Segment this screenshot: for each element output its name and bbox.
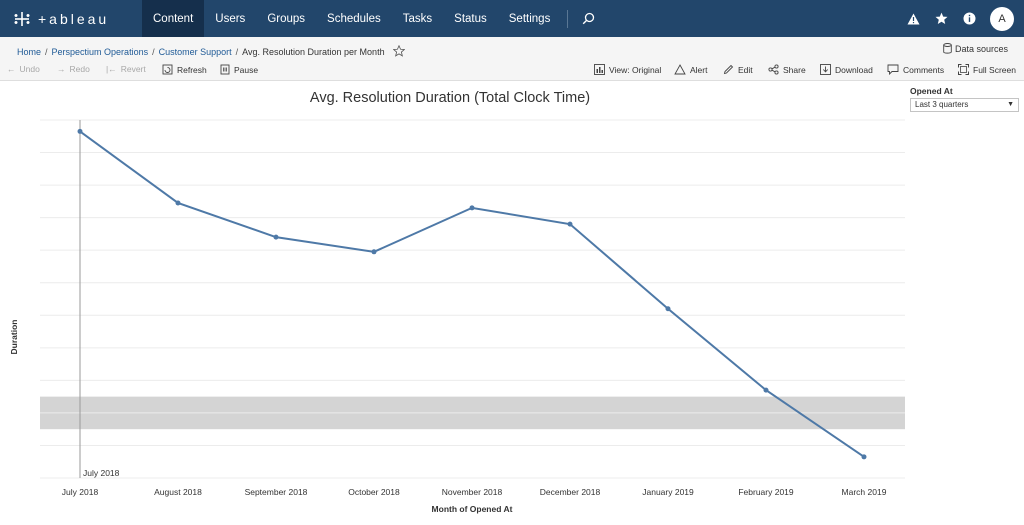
data-point[interactable]	[665, 306, 671, 312]
x-tick-label: March 2019	[842, 487, 887, 497]
x-tick-label: February 2019	[738, 487, 794, 497]
alert-button[interactable]: Alert	[674, 64, 707, 75]
comment-icon	[887, 64, 899, 75]
info-icon[interactable]	[962, 12, 976, 26]
data-point[interactable]	[175, 200, 181, 206]
nav-divider	[567, 9, 569, 28]
top-nav-bar: +ableau Content Users Groups Schedules T…	[0, 0, 1024, 37]
revert-icon: |←	[106, 64, 117, 74]
download-icon	[820, 64, 831, 75]
pencil-icon	[723, 64, 734, 75]
redo-button[interactable]: → Redo	[57, 64, 90, 74]
data-point[interactable]	[763, 387, 769, 393]
viz-area: Avg. Resolution Duration (Total Clock Ti…	[0, 82, 1024, 525]
nav-item-tasks[interactable]: Tasks	[402, 12, 433, 25]
x-tick-label: July 2018	[62, 487, 99, 497]
x-tick-label: December 2018	[540, 487, 601, 497]
filter-label: Opened At	[910, 86, 953, 96]
breadcrumb-workbook[interactable]: Customer Support	[158, 47, 232, 57]
redo-icon: →	[57, 64, 66, 74]
reference-line-label: July 2018	[83, 468, 120, 478]
x-tick-label: October 2018	[348, 487, 400, 497]
database-icon	[943, 43, 952, 54]
tableau-logo-icon	[14, 11, 30, 26]
nav-item-users[interactable]: Users	[215, 12, 246, 25]
brand-wordmark: +ableau	[38, 10, 110, 27]
chart-title: Avg. Resolution Duration (Total Clock Ti…	[309, 90, 591, 106]
breadcrumb-view: Avg. Resolution Duration per Month	[242, 47, 385, 57]
x-tick-label: August 2018	[154, 487, 202, 497]
favorite-star-icon[interactable]	[392, 44, 405, 59]
refresh-button[interactable]: Refresh	[162, 64, 207, 75]
nav-item-status[interactable]: Status	[454, 12, 487, 25]
nav-item-content[interactable]: Content	[142, 0, 205, 37]
data-sources-label: Data sources	[954, 43, 1008, 54]
undo-button[interactable]: ← Undo	[7, 64, 40, 74]
nav-item-schedules[interactable]: Schedules	[327, 12, 381, 25]
data-sources-button[interactable]: Data sources	[943, 43, 1008, 54]
x-tick-label: September 2018	[245, 487, 308, 497]
y-axis-label: Duration	[9, 320, 19, 355]
view-toolbar: ← Undo → Redo |← Revert Refresh Pause View:…	[0, 61, 1024, 81]
search-icon[interactable]	[574, 0, 603, 37]
breadcrumb-home[interactable]: Home	[17, 47, 42, 57]
alert-icon	[674, 64, 686, 75]
pause-button[interactable]: Pause	[220, 64, 258, 75]
star-icon[interactable]	[934, 12, 948, 26]
share-button[interactable]: Share	[768, 64, 806, 75]
edit-button[interactable]: Edit	[723, 64, 753, 75]
view-original-button[interactable]: View: Original	[594, 64, 661, 75]
opened-at-dropdown[interactable]: Last 3 quarters ▼	[910, 98, 1019, 112]
revert-button[interactable]: |← Revert	[106, 64, 146, 74]
comments-button[interactable]: Comments	[887, 64, 944, 75]
data-point[interactable]	[567, 221, 573, 227]
download-button[interactable]: Download	[820, 64, 873, 75]
breadcrumb-bar: Home / Perspectium Operations / Customer…	[0, 37, 1024, 61]
data-point[interactable]	[469, 205, 475, 211]
user-avatar[interactable]: A	[990, 6, 1014, 31]
breadcrumb: Home / Perspectium Operations / Customer…	[17, 44, 405, 59]
breadcrumb-project[interactable]: Perspectium Operations	[51, 47, 149, 57]
line-chart[interactable]: July 2018 July 2018 August 2018 September …	[0, 82, 1024, 525]
pause-icon	[220, 64, 230, 75]
data-point[interactable]	[371, 249, 377, 255]
refresh-icon	[162, 64, 173, 75]
chevron-down-icon: ▼	[1007, 101, 1014, 108]
data-point[interactable]	[273, 234, 279, 240]
undo-icon: ←	[7, 64, 16, 74]
share-icon	[768, 64, 779, 75]
full-screen-icon	[958, 64, 969, 75]
opened-at-filter: Opened At Last 3 quarters ▼	[910, 86, 1019, 112]
alert-triangle-icon[interactable]	[906, 12, 920, 26]
filter-value: Last 3 quarters	[915, 100, 969, 109]
x-tick-label: January 2019	[642, 487, 694, 497]
view-icon	[594, 64, 605, 75]
tableau-logo[interactable]: +ableau	[0, 0, 142, 37]
nav-item-settings[interactable]: Settings	[508, 12, 551, 25]
full-screen-button[interactable]: Full Screen	[958, 64, 1016, 75]
data-point[interactable]	[77, 128, 83, 134]
x-axis-label: Month of Opened At	[432, 504, 513, 514]
data-point[interactable]	[861, 454, 867, 460]
nav-item-groups[interactable]: Groups	[267, 12, 306, 25]
x-tick-label: November 2018	[442, 487, 503, 497]
